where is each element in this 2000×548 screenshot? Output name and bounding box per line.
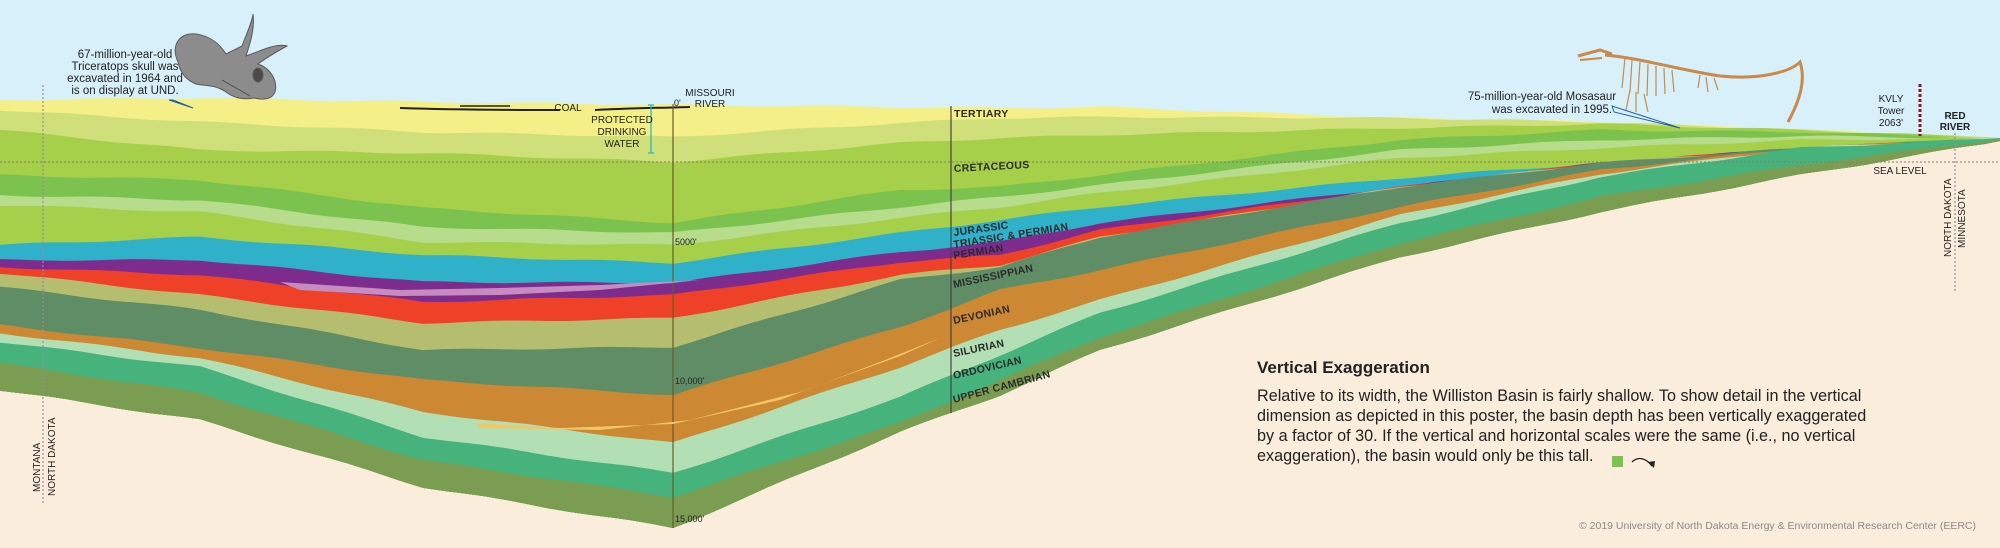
- north-dakota-east-label: NORTH DAKOTA: [1943, 178, 1954, 257]
- red-river-line: RED: [1944, 111, 1965, 122]
- sea-level-label: SEA LEVEL: [1873, 166, 1927, 177]
- kvly-line: 2063': [1879, 118, 1903, 129]
- vertical-exaggeration-line: by a factor of 30. If the vertical and h…: [1257, 427, 1856, 445]
- drinking-water-depth-marker: [648, 104, 654, 154]
- label-tertiary: TERTIARY: [954, 108, 1009, 120]
- montana-label: MONTANA: [32, 442, 43, 492]
- triassic-lens: [280, 280, 700, 296]
- triceratops-annotation: 67-million-year-old Triceratops skull wa…: [67, 49, 183, 97]
- triceratops-skull-icon: [174, 13, 289, 100]
- kvly-line: KVLY: [1879, 94, 1904, 105]
- mosasaur-annotation: 75-million-year-old Mosasaur was excavat…: [1468, 91, 1616, 116]
- lenses: [280, 280, 940, 430]
- drinking-water-line: WATER: [605, 139, 640, 150]
- vertical-exaggeration-line: dimension as depicted in this poster, th…: [1257, 407, 1867, 425]
- drinking-water-line: PROTECTED: [591, 115, 653, 126]
- triceratops-caption-line: 67-million-year-old: [78, 49, 173, 61]
- coal-seam: [399, 105, 691, 111]
- triceratops-caption-line: Triceratops skull was: [72, 61, 179, 73]
- vertical-exaggeration-line: Relative to its width, the Williston Bas…: [1257, 387, 1862, 405]
- state-border-labels: MONTANA NORTH DAKOTA NORTH DAKOTA MINNES…: [32, 178, 1968, 496]
- true-scale-square: [1611, 456, 1623, 467]
- strata-layers: [0, 97, 2000, 548]
- kvly-line: Tower: [1878, 106, 1905, 117]
- mosasaur-caption-line: 75-million-year-old Mosasaur: [1468, 91, 1616, 103]
- arrow-head-icon: [1648, 461, 1655, 468]
- drinking-water-line: DRINKING: [598, 127, 647, 138]
- vertical-exaggeration-text: exaggeration), the basin would only be t…: [1257, 447, 1594, 465]
- missouri-river-label: MISSOURI RIVER: [685, 88, 734, 110]
- vertical-exaggeration-line-last: exaggeration), the basin would only be t…: [1257, 446, 1937, 467]
- red-river-line: RIVER: [1940, 122, 1971, 133]
- missouri-river-line: RIVER: [695, 99, 726, 110]
- depth-scale-labels: 0' 5000' 10,000' 15,000': [674, 98, 705, 524]
- drinking-water-label: PROTECTED DRINKING WATER: [591, 115, 653, 150]
- kvly-tower-label: KVLY Tower 2063': [1878, 94, 1905, 129]
- mosasaur-pointer: [1611, 105, 1681, 129]
- depth-label-10000: 10,000': [675, 376, 705, 386]
- mosasaur-caption-line: was excavated in 1995.: [1491, 104, 1612, 116]
- depth-label-0: 0': [674, 98, 681, 108]
- coal-label: COAL: [554, 103, 582, 114]
- depth-label-15000: 15,000': [675, 514, 705, 524]
- vertical-exaggeration-title: Vertical Exaggeration: [1257, 358, 1430, 377]
- label-cretaceous: CRETACEOUS: [954, 159, 1030, 175]
- minnesota-label: MINNESOTA: [1957, 189, 1968, 248]
- precambrian-basement: [0, 141, 2000, 548]
- copyright: © 2019 University of North Dakota Energy…: [1579, 520, 1976, 532]
- stratum-layer-12: [0, 137, 2000, 529]
- north-dakota-west-label: NORTH DAKOTA: [47, 417, 58, 496]
- triceratops-caption-line: is on display at UND.: [71, 85, 178, 97]
- mosasaur-skeleton-icon: [1577, 48, 1804, 123]
- triceratops-pointer: [168, 99, 194, 109]
- red-river-label: RED RIVER: [1940, 111, 1971, 133]
- depth-label-5000: 5000': [675, 237, 697, 247]
- triceratops-caption-line: excavated in 1964 and: [67, 73, 183, 85]
- missouri-river-line: MISSOURI: [685, 88, 734, 99]
- vertical-exaggeration-note: Vertical Exaggeration Relative to its wi…: [1257, 358, 1937, 467]
